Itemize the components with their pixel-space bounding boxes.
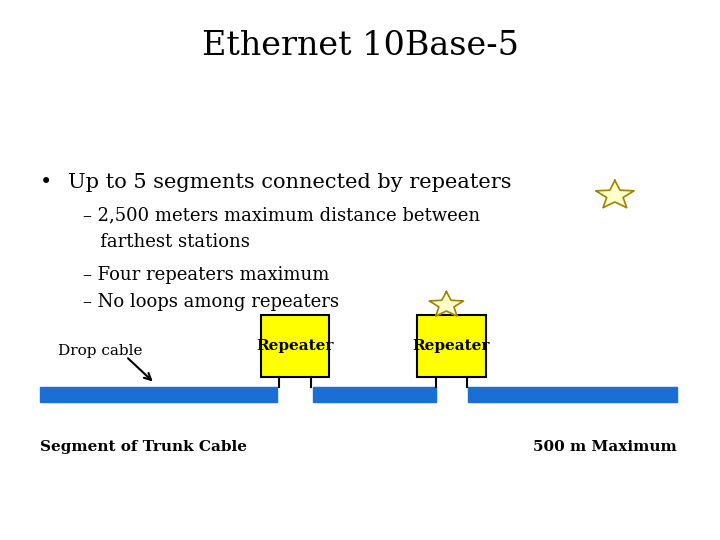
Polygon shape xyxy=(429,292,464,316)
Text: Ethernet 10Base-5: Ethernet 10Base-5 xyxy=(202,30,518,62)
Text: farthest stations: farthest stations xyxy=(83,233,250,251)
Text: Up to 5 segments connected by repeaters: Up to 5 segments connected by repeaters xyxy=(68,173,512,192)
Text: – Four repeaters maximum: – Four repeaters maximum xyxy=(83,266,329,284)
Text: – No loops among repeaters: – No loops among repeaters xyxy=(83,293,339,310)
Bar xyxy=(261,315,330,377)
Polygon shape xyxy=(595,180,634,208)
Text: Repeater: Repeater xyxy=(256,340,334,353)
Text: Segment of Trunk Cable: Segment of Trunk Cable xyxy=(40,440,246,454)
Text: Repeater: Repeater xyxy=(413,340,490,353)
Bar xyxy=(468,387,677,402)
Bar xyxy=(40,387,277,402)
Bar xyxy=(313,387,436,402)
Text: 500 m Maximum: 500 m Maximum xyxy=(533,440,677,454)
Text: – 2,500 meters maximum distance between: – 2,500 meters maximum distance between xyxy=(83,207,480,225)
Bar xyxy=(418,315,485,377)
Text: Drop cable: Drop cable xyxy=(58,344,142,358)
Text: •: • xyxy=(40,173,52,192)
